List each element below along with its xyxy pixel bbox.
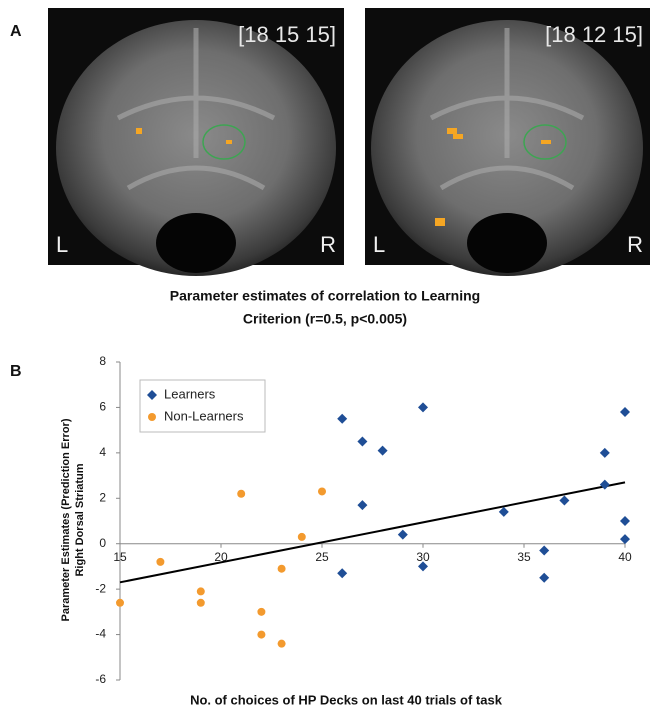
point <box>539 573 549 583</box>
y-tick-label: 0 <box>99 536 106 550</box>
brain-image: [18 12 15] L R <box>365 8 650 276</box>
point <box>357 437 367 447</box>
point <box>559 496 569 506</box>
point <box>378 446 388 456</box>
brain-image: [18 15 15] L R <box>48 8 344 276</box>
legend-label: Non-Learners <box>164 408 244 423</box>
y-tick-label: 6 <box>99 400 106 414</box>
y-tick-label: 2 <box>99 490 106 504</box>
point <box>298 533 306 541</box>
point <box>278 640 286 648</box>
coords: [18 15 15] <box>238 22 336 47</box>
legend-label: Learners <box>164 386 216 401</box>
point <box>539 546 549 556</box>
point <box>620 534 630 544</box>
coords: [18 12 15] <box>545 22 643 47</box>
y-axis-label: Right Dorsal Striatum <box>74 463 86 576</box>
point <box>237 490 245 498</box>
y-tick-label: -2 <box>95 581 106 595</box>
panel-label: A <box>10 23 22 40</box>
point <box>620 407 630 417</box>
point <box>257 608 265 616</box>
point <box>620 516 630 526</box>
x-tick-label: 40 <box>618 550 632 564</box>
y-tick-label: -6 <box>95 672 106 686</box>
x-tick-label: 15 <box>113 550 127 564</box>
y-tick-label: -4 <box>95 627 106 641</box>
point <box>197 599 205 607</box>
x-tick-label: 35 <box>517 550 531 564</box>
point <box>337 414 347 424</box>
point <box>257 631 265 639</box>
right-label: R <box>627 232 643 257</box>
point <box>600 480 610 490</box>
point <box>197 587 205 595</box>
y-tick-label: 4 <box>99 445 106 459</box>
point <box>318 487 326 495</box>
panel-label: B <box>10 363 22 380</box>
point <box>357 500 367 510</box>
point <box>278 565 286 573</box>
caption: Parameter estimates of correlation to Le… <box>170 288 480 304</box>
caption: Criterion (r=0.5, p<0.005) <box>243 311 407 327</box>
point <box>148 413 156 421</box>
figure: A [18 15 15] L R [18 12 15] L R Paramete… <box>0 0 650 712</box>
point <box>156 558 164 566</box>
y-axis-label: Parameter Estimates (Prediction Error) <box>60 418 72 621</box>
x-tick-label: 25 <box>315 550 329 564</box>
right-label: R <box>320 232 336 257</box>
point <box>398 530 408 540</box>
point <box>600 448 610 458</box>
point <box>418 402 428 412</box>
left-label: L <box>56 232 68 257</box>
point <box>116 599 124 607</box>
y-tick-label: 8 <box>99 354 106 368</box>
x-axis-label: No. of choices of HP Decks on last 40 tr… <box>190 692 503 707</box>
trend-line <box>120 482 625 582</box>
point <box>337 568 347 578</box>
figure-svg: A [18 15 15] L R [18 12 15] L R Paramete… <box>0 0 650 712</box>
point <box>499 507 509 517</box>
left-label: L <box>373 232 385 257</box>
